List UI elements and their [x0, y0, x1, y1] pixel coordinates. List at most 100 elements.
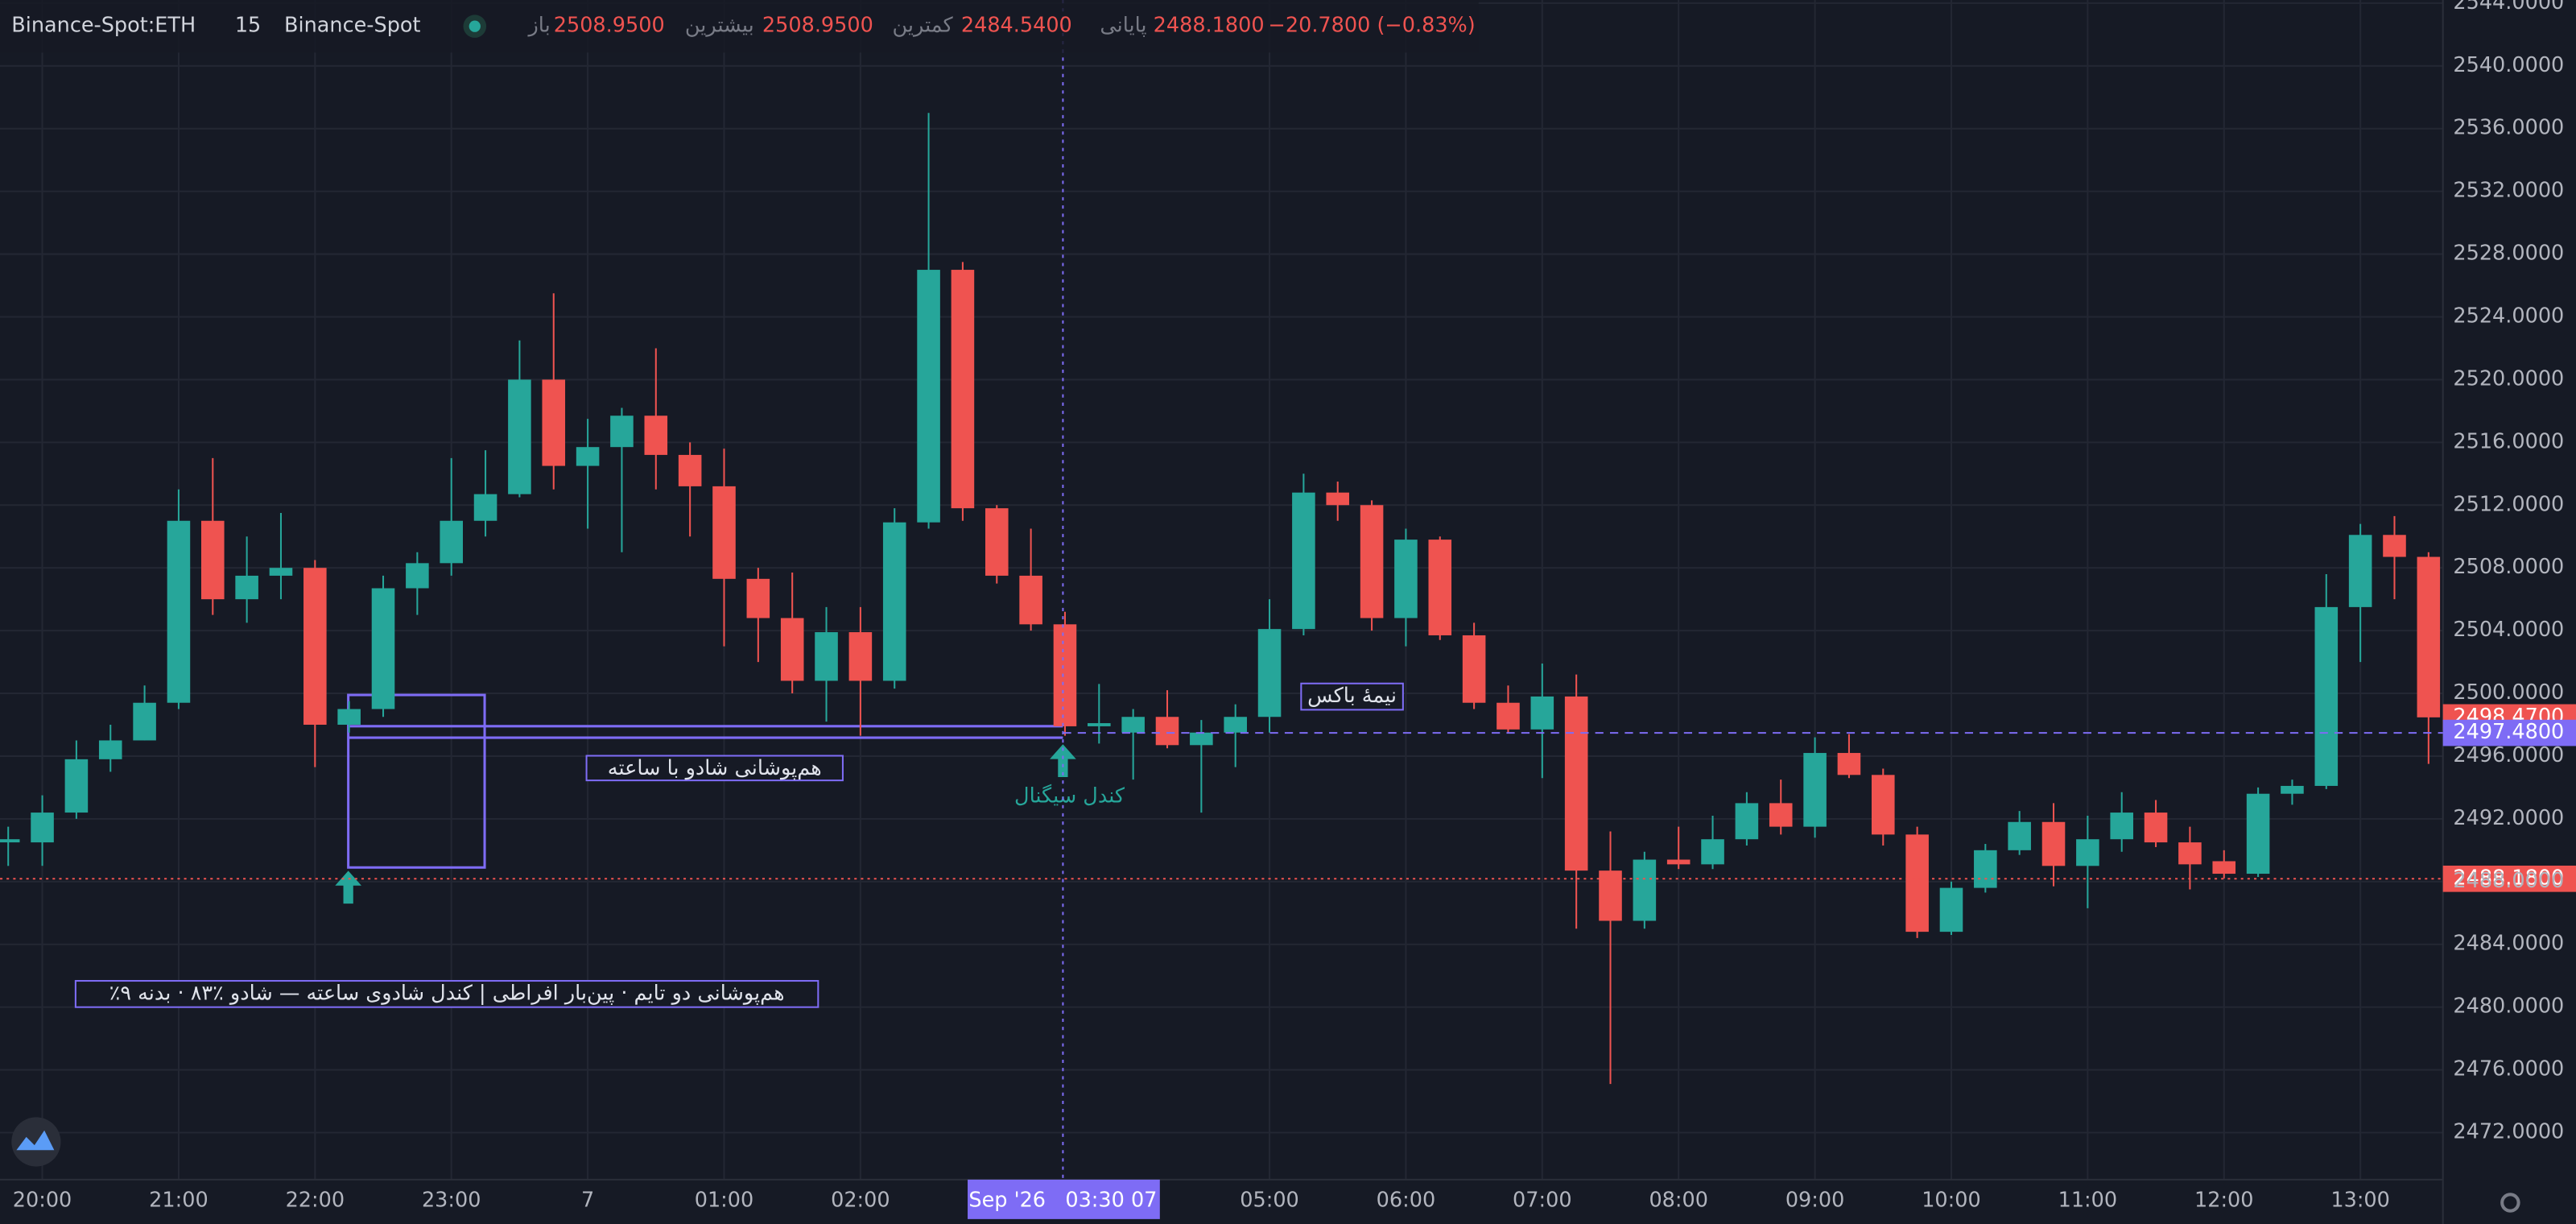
y-tick-label: 2540.0000 [2453, 53, 2564, 77]
header-bg [0, 0, 1479, 53]
y-tick-label: 2512.0000 [2453, 492, 2564, 516]
x-tick-label: 11:00 [2058, 1188, 2118, 1212]
price-tag [2442, 865, 2576, 892]
x-tick-label: 12:00 [2194, 1188, 2254, 1212]
candle-body [201, 520, 225, 600]
candle-body [1088, 723, 1111, 726]
y-tick-label: 2508.0000 [2453, 555, 2564, 579]
candle-body [678, 454, 702, 486]
candle-body [1769, 803, 1793, 827]
ohlc-label: بیشترین [685, 14, 754, 38]
up-arrow [1050, 744, 1076, 778]
candle-body [2041, 821, 2066, 866]
candle-body [644, 416, 668, 455]
candle-body [1803, 753, 1827, 827]
candle-body [951, 270, 975, 509]
candle-body [1326, 492, 1350, 506]
candle-body [98, 740, 122, 759]
signal-label: کندل سیگنال [1014, 784, 1125, 808]
candle-body [1701, 839, 1724, 865]
candle-body [1633, 859, 1657, 921]
candle-body [780, 618, 804, 681]
candle-body [235, 575, 258, 600]
y-tick-label: 2500.0000 [2453, 680, 2564, 705]
y-tick-label: 2484.0000 [2453, 932, 2564, 956]
y-tick-label: 2520.0000 [2453, 366, 2564, 391]
y-tick-label: 2516.0000 [2453, 429, 2564, 453]
x-tick-label: 13:00 [2330, 1188, 2390, 1212]
candle-body [2417, 556, 2441, 717]
interval: 15 [235, 14, 261, 38]
y-tick-label: 2472.0000 [2453, 1119, 2564, 1143]
candle-body [1462, 635, 1486, 703]
ohlc-label: کمترین [893, 14, 954, 38]
candle-body [576, 447, 600, 466]
candle-body [31, 813, 54, 843]
candle-body [1292, 492, 1315, 630]
candle-body [303, 568, 327, 725]
candle-body [1121, 717, 1145, 733]
ohlc-label: باز [526, 14, 550, 38]
candle-body [1872, 775, 1895, 835]
candle-body [2314, 606, 2339, 786]
x-tick-label: 22:00 [286, 1188, 345, 1212]
half-box-label: نیمهٔ باکس [1307, 684, 1397, 708]
settings-icon[interactable] [2500, 1193, 2520, 1213]
x-tick-label: 01:00 [695, 1188, 754, 1212]
box-annotation [347, 693, 486, 869]
candle-body [1530, 696, 1554, 730]
y-tick-label: 2532.0000 [2453, 179, 2564, 203]
x-tick-label: 09:00 [1785, 1188, 1845, 1212]
candle-body [473, 494, 497, 521]
price-tag [2442, 719, 2576, 746]
ohlc-value: 2508.9500 [554, 14, 665, 38]
candle-body [2076, 839, 2099, 866]
logo[interactable] [11, 1117, 61, 1167]
candle-body [2144, 813, 2168, 843]
candle-body [610, 416, 634, 448]
candle-body [712, 486, 736, 579]
candle-body [1974, 850, 1997, 888]
candle-body [133, 702, 156, 741]
candle-body [815, 632, 838, 681]
exchange: Binance-Spot [284, 14, 420, 38]
x-tick-label: 06:00 [1377, 1188, 1436, 1212]
candle-body [1360, 505, 1384, 618]
candle-body [2281, 785, 2304, 794]
candle-body [848, 632, 873, 681]
x-tick-label: 21:00 [149, 1188, 208, 1212]
label-box [74, 980, 819, 1008]
candle-body [1496, 702, 1520, 730]
ohlc-label: پایانی [1100, 14, 1146, 38]
candle-body [2212, 861, 2236, 875]
candle-body [2178, 842, 2202, 865]
candle-body [1394, 540, 1418, 618]
overlap-label: هم‌پوشانی شادو با ساعته [608, 756, 822, 780]
candle-body [1939, 887, 1963, 932]
y-tick-label: 2492.0000 [2453, 806, 2564, 830]
candle-body [2383, 535, 2406, 557]
change: −20.7800 (−0.83%) [1269, 14, 1476, 38]
candle-body [1155, 717, 1179, 746]
candle-body [1053, 624, 1077, 726]
candle-body [0, 839, 20, 843]
candle-body [2008, 821, 2031, 850]
candle-body [746, 578, 770, 618]
y-tick-label: 2536.0000 [2453, 116, 2564, 140]
candle-body [2348, 535, 2372, 607]
price-tag-label: 2497.4800 [2453, 720, 2564, 744]
ohlc-value: 2488.1800 [1154, 14, 1265, 38]
x-tick-label: 07:00 [1513, 1188, 1572, 1212]
candle-body [1224, 717, 1247, 733]
x-tick-label: 10:00 [1922, 1188, 1981, 1212]
label-box [585, 755, 844, 782]
candle-body [1190, 732, 1213, 746]
x-tick-label: 7 [581, 1188, 594, 1212]
y-tick-label: 2528.0000 [2453, 242, 2564, 266]
label-box [1300, 682, 1404, 711]
candle-body [508, 379, 531, 494]
candle-body [1564, 696, 1588, 871]
